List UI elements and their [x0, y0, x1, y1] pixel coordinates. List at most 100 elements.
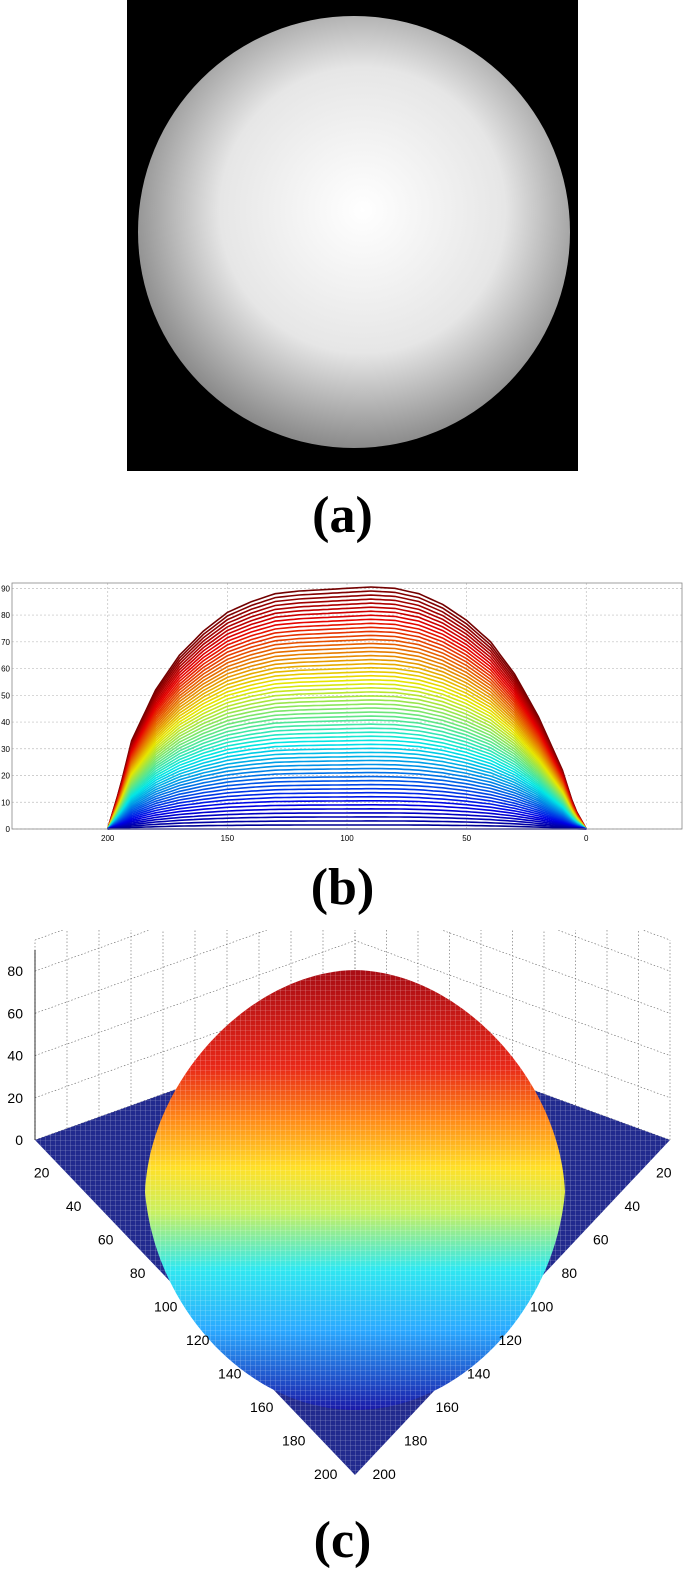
caption-b: (b) [310, 859, 375, 916]
profile-y-tick-label: 20 [1, 772, 10, 781]
profile-series-line [106, 686, 587, 830]
profile-series-line [107, 731, 587, 830]
surface-x-tick-label: 60 [98, 1231, 114, 1247]
profile-y-tick-label: 40 [1, 718, 10, 727]
profile-series-line [106, 598, 587, 830]
surface-x-tick-label: 160 [250, 1399, 274, 1415]
surface-y-tick-label: 140 [467, 1365, 491, 1381]
profile-series-line [106, 678, 587, 830]
profile-y-tick-label: 70 [1, 638, 10, 647]
profile-series-line [106, 622, 587, 830]
profile-series-line [107, 723, 587, 830]
profile-series-line [107, 763, 587, 830]
profile-x-ticks: 200 150 100 50 0 [101, 834, 589, 843]
profile-series-line [107, 707, 587, 830]
profile-y-ticks: 0 10 20 30 40 50 60 70 80 90 [1, 584, 10, 834]
surface-x-tick-label: 120 [186, 1332, 210, 1348]
profile-series-line [106, 638, 587, 830]
profile-series-line [106, 594, 587, 830]
profile-series-line [106, 606, 587, 830]
profile-series-line [106, 695, 587, 830]
profile-x-tick-label: 100 [340, 834, 354, 843]
profile-series-line [107, 751, 587, 830]
profile-series-line [106, 682, 587, 830]
profile-x-tick-label: 150 [221, 834, 235, 843]
surface-x-tick-label: 100 [154, 1298, 178, 1314]
profile-axes-frame [11, 582, 683, 830]
profile-x-tick-label: 200 [101, 834, 115, 843]
profile-series-line [106, 590, 587, 830]
sphere-disk [138, 16, 570, 448]
profile-series-line [106, 586, 587, 830]
profile-series-line [106, 610, 587, 830]
profile-series-line [106, 670, 587, 830]
surface-z-tick-label: 20 [7, 1090, 23, 1106]
profile-series-line [107, 759, 587, 830]
surface-z-tick-label: 0 [15, 1132, 23, 1148]
surface-y-ticks: 20 40 60 80 100 120 140 160 180 200 [372, 1164, 671, 1482]
profile-series-line [106, 626, 587, 830]
surface-grid-line [34, 930, 671, 1014]
profile-lines [106, 586, 587, 830]
surface-y-tick-label: 40 [624, 1198, 640, 1214]
profile-series-line [107, 703, 587, 830]
profile-series-line [107, 787, 587, 830]
surface-grid-line [34, 930, 671, 941]
profile-series-line [106, 634, 587, 830]
profile-series-line [107, 739, 587, 830]
surface-x-tick-label: 40 [66, 1198, 82, 1214]
profile-series-line [107, 824, 587, 830]
profile-series-line [106, 618, 587, 830]
profile-series-line [106, 646, 587, 830]
profile-series-line [107, 767, 587, 830]
surface-y-tick-label: 120 [498, 1332, 522, 1348]
profile-series-line [107, 795, 587, 830]
surface-x-tick-label: 20 [34, 1164, 50, 1180]
surface-z-tick-label: 40 [7, 1048, 23, 1064]
panel-c-surface-chart: 0 20 40 60 80 20 40 60 80 100 120 140 160 180 200 20 4… [7, 930, 672, 1482]
profile-series-line [107, 771, 587, 830]
profile-series-line [106, 602, 587, 830]
profile-series-line [107, 807, 587, 830]
surface-x-tick-label: 180 [282, 1432, 306, 1448]
profile-series-line [107, 775, 587, 830]
profile-series-line [107, 735, 587, 830]
profile-series-line [106, 658, 587, 830]
profile-y-tick-label: 60 [1, 665, 10, 674]
surface-y-tick-label: 160 [435, 1399, 459, 1415]
surface-y-tick-label: 80 [561, 1265, 577, 1281]
profile-series-line [106, 666, 587, 830]
surface-y-tick-label: 20 [656, 1164, 672, 1180]
surface-z-ticks: 0 20 40 60 80 [7, 963, 23, 1148]
profile-y-tick-label: 90 [1, 584, 10, 593]
surface-x-ticks: 20 40 60 80 100 120 140 160 180 200 [34, 1164, 338, 1482]
caption-c: (c) [313, 1512, 372, 1569]
surface-grid-line [34, 940, 671, 1056]
profile-series-line [107, 747, 587, 830]
profile-y-tick-label: 0 [6, 825, 11, 834]
profile-series-line [107, 715, 587, 830]
profile-series-line [107, 791, 587, 830]
profile-series-line [106, 650, 587, 830]
profile-series-line [107, 804, 587, 830]
caption-a: (a) [312, 487, 373, 544]
profile-y-tick-label: 50 [1, 691, 10, 700]
profile-y-tick-label: 30 [1, 745, 10, 754]
profile-y-tick-label: 10 [1, 798, 10, 807]
profile-series-line [107, 727, 587, 830]
profile-series-line [107, 800, 587, 830]
profile-series-line [107, 779, 587, 830]
surface-y-tick-label: 200 [372, 1466, 396, 1482]
profile-series-line [107, 820, 587, 830]
profile-axes [11, 582, 683, 830]
panel-b-profile-chart: 200 150 100 50 0 0 10 20 30 40 50 60 70 80 90 [1, 582, 683, 843]
profile-series-line [107, 812, 587, 830]
profile-series-line [107, 743, 587, 830]
surface-z-tick-label: 80 [7, 963, 23, 979]
surface-grid-line [34, 930, 671, 972]
surface-y-tick-label: 100 [530, 1298, 554, 1314]
profile-series-line [107, 711, 587, 830]
surface-x-tick-label: 80 [130, 1265, 146, 1281]
profile-series-line [106, 614, 587, 830]
profile-series-line [106, 662, 587, 830]
